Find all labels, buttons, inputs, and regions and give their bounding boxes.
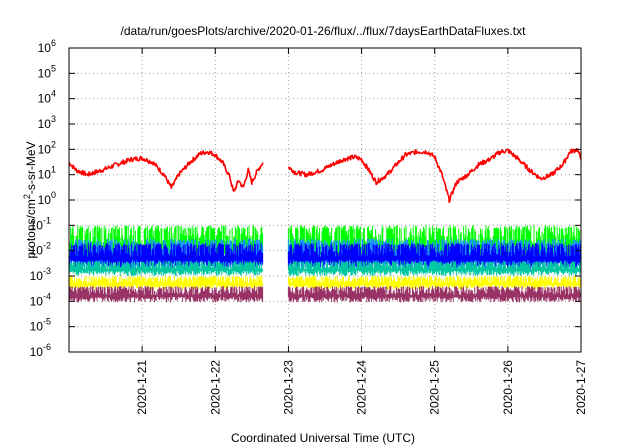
y-tick-base: 10	[30, 269, 44, 283]
y-tick-exp: 4	[51, 89, 56, 99]
y-tick-exp: -4	[43, 291, 51, 301]
y-tick-label: 102	[38, 139, 56, 156]
y-tick-exp: -6	[43, 342, 51, 352]
ticks	[69, 47, 582, 353]
y-tick-exp: -2	[43, 241, 51, 251]
y-tick-label: 103	[38, 114, 56, 131]
series-red-line-segment-0	[68, 150, 264, 192]
y-tick-base: 10	[30, 320, 44, 334]
y-tick-label: 104	[38, 89, 56, 106]
series-band-5-segment-1	[287, 276, 581, 290]
y-tick-base: 10	[38, 92, 52, 106]
y-tick-base: 10	[30, 218, 44, 232]
y-tick-base: 10	[38, 142, 52, 156]
y-tick-exp: 5	[51, 63, 56, 73]
y-tick-label: 100	[38, 190, 56, 207]
y-tick-base: 10	[30, 345, 44, 359]
y-tick-exp: 3	[51, 114, 56, 124]
y-tick-exp: 1	[51, 165, 56, 175]
x-tick-labels: 2020-1-21 2020-1-22 2020-1-23 2020-1-24 2020…	[135, 360, 588, 415]
y-tick-label: 10-1	[30, 215, 51, 232]
y-axis-label-sup: 2	[22, 194, 32, 199]
y-tick-base: 10	[38, 193, 52, 207]
x-tick-label: 2020-1-24	[355, 360, 369, 415]
y-tick-exp: -3	[43, 266, 51, 276]
y-tick-exp: 6	[51, 38, 56, 48]
y-axis-label: protons/cm2-s-sr-MeV	[22, 141, 38, 258]
series-band-6-segment-1	[287, 286, 581, 303]
y-tick-label: 106	[38, 38, 56, 55]
x-tick-label: 2020-1-26	[501, 360, 515, 415]
series-band-6-segment-0	[68, 286, 264, 303]
x-tick-label: 2020-1-21	[135, 360, 149, 415]
series-band-4-segment-1	[287, 260, 581, 276]
y-tick-label: 10-4	[30, 291, 51, 308]
chart-title: /data/run/goesPlots/archive/2020-01-26/f…	[121, 24, 527, 38]
y-tick-label: 10-2	[30, 241, 51, 258]
x-tick-label: 2020-1-27	[574, 360, 588, 415]
y-tick-base: 10	[38, 168, 52, 182]
x-tick-label: 2020-1-23	[281, 360, 295, 415]
y-tick-base: 10	[38, 41, 52, 55]
y-tick-label: 101	[38, 165, 56, 182]
y-tick-label: 10-5	[30, 317, 51, 334]
y-tick-exp: -5	[43, 317, 51, 327]
y-tick-exp: -1	[43, 215, 51, 225]
y-tick-labels: 10-610-510-410-310-210-11001011021031041…	[30, 38, 56, 359]
grid	[69, 48, 581, 352]
series-red-line-segment-1	[288, 147, 582, 204]
y-tick-exp: 0	[51, 190, 56, 200]
x-tick-label: 2020-1-22	[208, 360, 222, 415]
y-tick-base: 10	[38, 117, 52, 131]
series-band-3-segment-1	[287, 243, 581, 269]
y-tick-exp: 2	[51, 139, 56, 149]
y-tick-label: 105	[38, 63, 56, 80]
y-tick-label: 10-3	[30, 266, 51, 283]
y-axis-label-main: protons/cm	[24, 199, 38, 258]
x-tick-label: 2020-1-25	[428, 360, 442, 415]
y-tick-label: 10-6	[30, 342, 51, 359]
x-axis-label: Coordinated Universal Time (UTC)	[231, 431, 415, 445]
y-tick-base: 10	[30, 244, 44, 258]
series-band-5-segment-0	[68, 276, 264, 290]
y-axis-label-rest: -s-sr-MeV	[24, 141, 38, 194]
y-tick-base: 10	[38, 66, 52, 80]
y-tick-base: 10	[30, 294, 44, 308]
